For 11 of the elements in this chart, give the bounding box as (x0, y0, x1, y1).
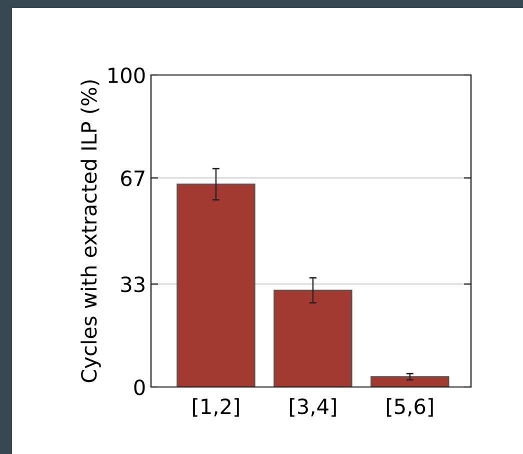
bar (370, 376, 450, 387)
y-tick-label: 0 (134, 379, 145, 396)
y-tick-label: 33 (121, 276, 144, 292)
x-tick-label: [3,4] (290, 398, 336, 417)
bar (176, 184, 256, 387)
y-tick-label: 100 (108, 67, 145, 84)
x-tick-label: [5,6] (387, 398, 433, 417)
y-tick-label: 67 (121, 170, 144, 186)
x-tick-label: [1,2] (193, 398, 239, 417)
y-axis-title: Cycles with extracted ILP (%) (80, 80, 101, 382)
bar (274, 290, 352, 387)
